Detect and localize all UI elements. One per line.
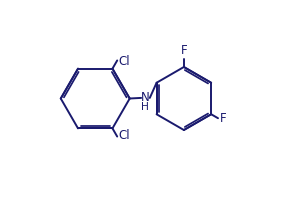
Text: N: N [141,91,150,104]
Text: F: F [220,112,227,125]
Text: Cl: Cl [118,55,130,68]
Text: F: F [181,44,187,57]
Text: Cl: Cl [118,129,130,142]
Text: H: H [141,102,148,112]
